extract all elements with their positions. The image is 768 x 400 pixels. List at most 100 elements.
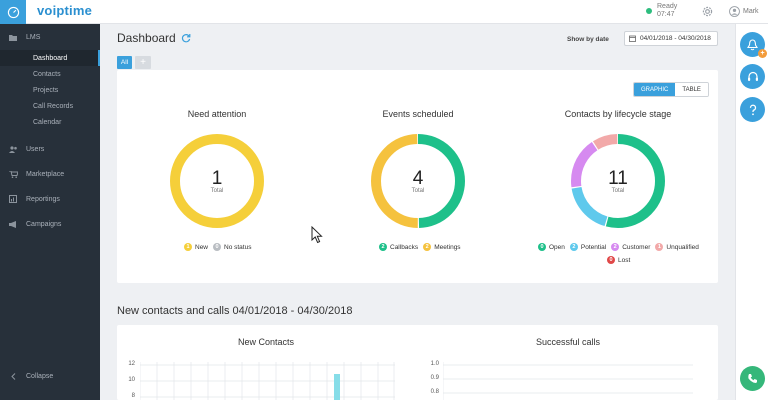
lifecycle-legend-row-2: 0 Lost	[607, 256, 635, 264]
sidebar: LMS Dashboard Contacts Projects Call Rec…	[0, 24, 100, 400]
app-logo: voiptime	[37, 3, 93, 18]
legend-item-lost: 0 Lost	[607, 256, 630, 264]
legend-item-open: 0 Open	[538, 243, 565, 251]
legend-count: 0	[538, 243, 546, 251]
lifecycle-total-label: Total	[611, 188, 625, 194]
chart-bar	[334, 374, 340, 400]
add-filter-button[interactable]: +	[135, 56, 151, 69]
legend-label: Customer	[622, 243, 651, 251]
page-title-text: Dashboard	[117, 31, 176, 45]
sidebar-item-lms[interactable]: LMS	[0, 29, 100, 45]
sidebar-item-label: Marketplace	[26, 170, 65, 178]
legend-item-unqualified: 1 Unqualified	[655, 243, 699, 251]
donut-segment	[571, 134, 665, 228]
avatar-icon	[729, 6, 740, 17]
events-scheduled-total-label: Total	[411, 188, 425, 194]
y-tick: 12	[128, 361, 135, 367]
user-name: Mark	[743, 8, 759, 15]
legend-count: 2	[379, 243, 387, 251]
successful-calls-chart	[443, 362, 693, 400]
legend-item-meetings: 2 Meetings	[423, 243, 461, 251]
date-range-picker[interactable]: 04/01/2018 - 04/30/2018	[624, 31, 718, 46]
folder-icon	[9, 34, 17, 41]
legend-label: Callbacks	[390, 243, 419, 251]
question-icon	[749, 104, 756, 115]
call-button[interactable]	[740, 366, 765, 391]
bell-icon	[747, 38, 758, 50]
legend-count: 2	[611, 243, 620, 251]
legend-item-potential: 2 Potential	[569, 243, 606, 251]
date-range-value: 04/01/2018 - 04/30/2018	[640, 35, 711, 42]
report-icon	[9, 195, 17, 203]
sidebar-item-users[interactable]: Users	[0, 141, 100, 157]
charts-card	[117, 325, 718, 400]
calendar-icon	[629, 35, 636, 42]
y-tick: 1.0	[430, 361, 439, 367]
legend-item-no-status: 0 No status	[213, 243, 251, 251]
speedometer-icon	[7, 6, 19, 18]
legend-count: 2	[569, 243, 578, 251]
donut-segment	[571, 134, 665, 228]
headset-icon	[747, 71, 758, 81]
y-tick: 10	[128, 377, 135, 383]
notification-badge: +	[758, 49, 767, 58]
right-rail: +	[735, 24, 768, 400]
section-title: New contacts and calls 04/01/2018 - 04/3…	[117, 305, 353, 317]
collapse-button[interactable]: Collapse	[0, 368, 100, 384]
y-tick: 8	[131, 393, 135, 399]
refresh-icon[interactable]	[181, 33, 191, 43]
notifications-button[interactable]: +	[740, 32, 767, 58]
legend-label: New	[195, 243, 209, 251]
sidebar-item-label: Contacts	[33, 70, 61, 78]
gear-icon[interactable]	[701, 5, 714, 18]
sidebar-item-campaigns[interactable]: Campaigns	[0, 216, 100, 232]
lifecycle-donut	[571, 134, 665, 228]
legend-label: No status	[224, 243, 252, 251]
mouse-cursor-icon	[311, 226, 323, 244]
sidebar-item-label: Call Records	[33, 102, 74, 110]
events-scheduled-legend: 2 Callbacks 2 Meetings	[379, 243, 466, 251]
legend-label: Lost	[618, 256, 631, 264]
events-scheduled-title: Events scheduled	[382, 109, 454, 119]
sidebar-item-label: Projects	[33, 86, 59, 94]
successful-calls-title: Successful calls	[535, 337, 601, 347]
agent-status[interactable]: Ready 07:47	[646, 3, 677, 19]
user-menu[interactable]: Mark	[729, 6, 759, 17]
sidebar-item-call-records[interactable]: Call Records	[0, 98, 100, 114]
top-bar: voiptime Ready 07:47 Mark	[0, 0, 768, 24]
sidebar-item-contacts[interactable]: Contacts	[0, 66, 100, 82]
help-button[interactable]	[740, 97, 765, 122]
users-icon	[8, 145, 17, 153]
sidebar-item-label: Dashboard	[33, 54, 68, 62]
sidebar-item-label: Users	[26, 145, 45, 153]
legend-item-customer: 2 Customer	[611, 243, 650, 251]
page-title: Dashboard	[117, 31, 191, 45]
sidebar-item-dashboard[interactable]: Dashboard	[0, 50, 100, 66]
phone-icon	[748, 374, 757, 383]
events-scheduled-donut	[371, 134, 465, 228]
donut-segment	[371, 134, 465, 228]
graphic-view-button[interactable]: GRAPHIC	[634, 83, 676, 96]
app-menu-button[interactable]	[0, 0, 26, 24]
sidebar-item-label: Calendar	[33, 118, 62, 126]
lifecycle-title: Contacts by lifecycle stage	[564, 109, 672, 119]
legend-count: 2	[423, 243, 432, 251]
legend-label: Open	[549, 243, 565, 251]
support-button[interactable]	[740, 64, 765, 89]
legend-count: 1	[184, 243, 192, 251]
sidebar-item-calendar[interactable]: Calendar	[0, 114, 100, 130]
sidebar-item-marketplace[interactable]: Marketplace	[0, 166, 100, 182]
filter-all-tab[interactable]: All	[117, 56, 132, 69]
legend-item-new: 1 New	[184, 243, 208, 251]
sidebar-item-projects[interactable]: Projects	[0, 82, 100, 98]
need-attention-total: 1	[211, 168, 223, 189]
sidebar-item-reportings[interactable]: Reportings	[0, 191, 100, 207]
legend-count: 0	[607, 256, 615, 264]
chevron-left-icon	[10, 372, 15, 380]
megaphone-icon	[8, 220, 16, 228]
sidebar-item-label: LMS	[26, 33, 41, 41]
status-time: 07:47	[657, 11, 675, 18]
table-view-button[interactable]: TABLE	[675, 83, 708, 96]
lifecycle-total: 11	[608, 168, 628, 189]
view-toggle[interactable]: GRAPHIC TABLE	[633, 82, 709, 97]
